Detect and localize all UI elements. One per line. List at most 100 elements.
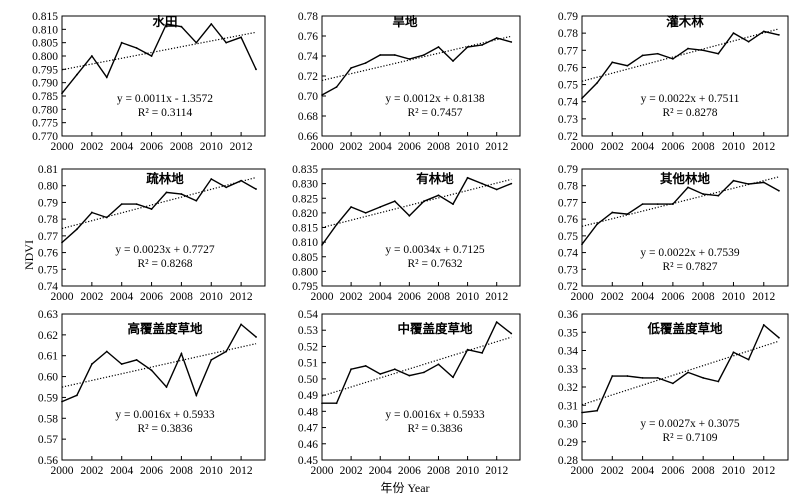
y-tick-label: 0.33: [558, 364, 578, 376]
panel-title: 低覆盖度草地: [646, 321, 723, 336]
data-point: [671, 382, 674, 385]
data-point: [135, 47, 138, 49]
x-tick-label: 2012: [485, 465, 508, 477]
data-point: [393, 200, 396, 203]
y-tick-label: 0.825: [292, 193, 318, 205]
y-tick-label: 0.810: [292, 237, 318, 249]
y-tick-label: 0.77: [558, 45, 578, 57]
ndvi-series-line: [321, 176, 512, 246]
y-tick-label: 0.76: [298, 31, 318, 43]
y-tick-label: 0.28: [558, 455, 578, 467]
x-tick-label: 2002: [340, 465, 363, 477]
x-tick-label: 2008: [170, 141, 193, 153]
y-tick-label: 0.74: [558, 248, 578, 260]
x-tick-label: 2004: [631, 465, 654, 477]
y-tick-label: 0.63: [38, 309, 58, 321]
data-point: [437, 363, 440, 366]
data-point: [150, 208, 153, 211]
x-tick-label: 2008: [692, 465, 715, 477]
data-point: [379, 54, 382, 56]
y-tick-label: 0.47: [298, 423, 318, 435]
y-tick-label: 0.805: [292, 252, 318, 264]
data-point: [747, 358, 750, 361]
plot-frame: [581, 15, 789, 137]
x-tick-label: 2010: [456, 465, 479, 477]
data-point: [626, 64, 629, 67]
data-point: [393, 54, 396, 56]
data-point: [321, 94, 323, 96]
y-tick-label: 0.59: [38, 392, 58, 404]
data-point: [408, 214, 411, 217]
x-tick-label: 2010: [722, 465, 745, 477]
data-point: [596, 409, 599, 412]
trend-line: [321, 178, 512, 229]
y-tick-label: 0.72: [298, 71, 318, 83]
y-axis-label: NDVI: [22, 240, 36, 270]
data-point: [105, 76, 108, 79]
data-point: [495, 37, 498, 39]
data-point: [437, 46, 440, 48]
y-tick-label: 0.51: [298, 358, 318, 370]
x-tick-label: 2002: [80, 465, 103, 477]
data-point: [581, 411, 583, 414]
data-point: [61, 92, 63, 95]
x-tick-label: 2008: [427, 141, 450, 153]
y-tick-label: 0.78: [38, 214, 58, 226]
chart-panels: 0.7700.7750.7800.7850.7900.7950.8000.805…: [32, 11, 789, 477]
y-tick-label: 0.78: [558, 28, 578, 40]
trend-equation: y = 0.0011x - 1.3572: [117, 93, 213, 105]
data-point: [510, 332, 513, 335]
y-tick-label: 0.76: [558, 62, 578, 74]
data-point: [364, 62, 367, 64]
x-tick-label: 2004: [369, 465, 392, 477]
r-squared-label: R² = 0.7457: [408, 107, 463, 119]
x-tick-label: 2004: [110, 291, 133, 303]
chart-panel: 0.66 0.68 0.70 0.72 0.74 0.76 0.78 2000 2002 2004…: [298, 11, 521, 153]
data-point: [641, 203, 644, 206]
y-tick-label: 0.66: [298, 131, 318, 143]
data-point: [481, 352, 484, 354]
y-tick-label: 0.80: [38, 181, 58, 193]
x-tick-label: 2012: [230, 291, 253, 303]
data-point: [423, 371, 425, 374]
y-tick-label: 0.790: [32, 78, 58, 90]
trend-equation: y = 0.0023x + 0.7727: [115, 244, 214, 256]
x-tick-label: 2006: [140, 141, 163, 153]
data-point: [702, 376, 705, 379]
data-point: [210, 178, 213, 180]
data-point: [165, 386, 168, 388]
x-tick-label: 2004: [369, 291, 392, 303]
data-point: [452, 60, 454, 62]
data-point: [717, 52, 720, 55]
data-point: [61, 241, 63, 244]
data-point: [611, 61, 614, 64]
y-tick-label: 0.79: [38, 197, 58, 209]
trend-equation: y = 0.0022x + 0.7539: [640, 247, 739, 259]
ndvi-series-line: [61, 22, 257, 94]
data-point: [747, 40, 750, 43]
trend-line: [61, 31, 257, 71]
y-tick-label: 0.34: [558, 346, 578, 358]
trend-equation: y = 0.0016x + 0.5933: [385, 409, 484, 421]
data-point: [120, 363, 123, 365]
y-tick-label: 0.820: [292, 208, 318, 220]
y-tick-label: 0.795: [32, 64, 58, 76]
trend-line: [581, 340, 780, 406]
data-point: [641, 54, 644, 57]
data-point: [452, 376, 454, 379]
trend-line: [581, 28, 780, 82]
x-tick-label: 2006: [661, 291, 684, 303]
data-point: [255, 336, 257, 338]
panel-title: 高覆盖度草地: [127, 321, 203, 336]
x-tick-label: 2002: [80, 141, 103, 153]
chart-panel: 0.56 0.57 0.58 0.59 0.60 0.61 0.62 0.63 2000 2002…: [38, 309, 266, 477]
y-tick-label: 0.61: [38, 351, 58, 363]
x-tick-label: 2000: [571, 291, 594, 303]
data-point: [596, 223, 599, 226]
data-point: [350, 368, 353, 371]
data-point: [76, 228, 78, 231]
y-tick-label: 0.53: [298, 325, 318, 337]
data-point: [656, 203, 659, 206]
x-axis-label: 年份 Year: [380, 481, 429, 495]
r-squared-label: R² = 0.7632: [408, 258, 463, 270]
